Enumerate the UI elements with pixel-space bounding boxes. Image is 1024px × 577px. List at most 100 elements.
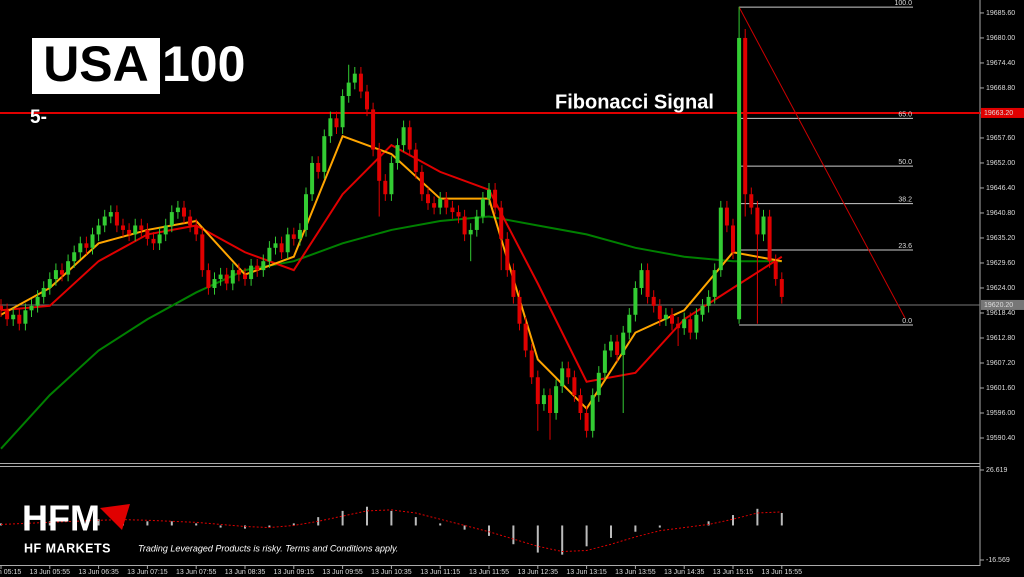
candle-body — [200, 234, 205, 271]
candle-body — [236, 270, 241, 275]
candle-body — [487, 189, 491, 199]
candle-body — [676, 323, 681, 329]
candle-body — [188, 216, 193, 226]
candle-body — [462, 216, 467, 235]
candle-body — [175, 207, 180, 213]
candle-body — [413, 149, 418, 172]
candle-body — [224, 274, 229, 284]
y-tick-label: 19590.40 — [986, 435, 1015, 442]
y-tick-label: 19640.80 — [986, 210, 1015, 217]
y-tick-label: 19674.40 — [986, 60, 1015, 67]
y-tick-label: 19607.20 — [986, 360, 1015, 367]
candle-body — [261, 261, 266, 271]
brand-mark — [100, 504, 130, 530]
price-label: 19663.20 — [984, 110, 1013, 117]
candle-body — [474, 216, 479, 230]
candle-body — [273, 243, 278, 248]
candle-body — [102, 216, 107, 226]
y-tick-label: 19596.00 — [986, 410, 1015, 417]
candle-body — [682, 319, 687, 329]
candle-body — [590, 395, 595, 431]
candle-body — [670, 314, 674, 324]
candle-body — [133, 225, 138, 235]
candle-body — [145, 229, 150, 239]
candle-body — [517, 296, 522, 324]
logo-text: USA — [43, 36, 149, 92]
candle-body — [47, 279, 52, 288]
candle-body — [23, 310, 28, 324]
candle-body — [596, 372, 601, 396]
x-tick-label: 13 Jun 06:35 — [78, 569, 119, 576]
candle-body — [450, 207, 455, 213]
candle-body — [743, 37, 748, 195]
candle-body — [41, 287, 46, 297]
candle-body — [761, 216, 766, 235]
candle-body — [35, 296, 40, 306]
signal-line — [0, 509, 782, 553]
candle-body — [157, 234, 162, 244]
candle-body — [548, 395, 552, 413]
candle-body — [121, 225, 125, 230]
candle-body — [358, 73, 363, 92]
candle-body — [328, 118, 333, 137]
candle-body — [633, 287, 638, 315]
candle-body — [609, 341, 613, 351]
x-tick-label: 13 Jun 11:15 — [420, 569, 460, 576]
x-tick-label: 13 Jun 11:55 — [469, 569, 509, 576]
candle-body — [334, 118, 339, 128]
candle-body — [657, 305, 662, 320]
candle-body — [554, 386, 559, 413]
candle-body — [712, 270, 717, 297]
moving-average — [0, 143, 783, 383]
candle-body — [407, 127, 412, 150]
candle-body — [29, 305, 34, 311]
candle-body — [572, 377, 577, 396]
fib-label: 65.0 — [898, 111, 912, 118]
moving-average — [0, 134, 782, 411]
candle-body — [169, 212, 174, 226]
candle-body — [389, 162, 394, 195]
candle-body — [773, 261, 778, 280]
x-tick-label: 13 Jun 09:15 — [274, 569, 315, 576]
candle-body — [529, 350, 534, 378]
brand-name: HF MARKETS — [24, 541, 111, 555]
candle-body — [255, 265, 260, 271]
candle-body — [755, 207, 760, 235]
candle-body — [243, 274, 247, 280]
candle-body — [66, 261, 71, 275]
candle-body — [249, 265, 254, 280]
candle-body — [499, 207, 504, 239]
x-tick-label: 13 Jun 08:35 — [225, 569, 266, 576]
fib-label: 100.0 — [894, 0, 912, 7]
y-tick-label: 19657.60 — [986, 135, 1015, 142]
candle-body — [371, 109, 376, 150]
y-tick-label: 19612.80 — [986, 335, 1015, 342]
x-tick-label: 13 Jun 14:35 — [664, 569, 705, 576]
candle-body — [560, 368, 565, 387]
fib-label: 23.6 — [898, 243, 912, 250]
candle-body — [694, 314, 699, 333]
x-tick-label: 13 Jun 13:55 — [615, 569, 656, 576]
candle-body — [480, 198, 485, 217]
y-tick-label: 19635.20 — [986, 235, 1015, 242]
x-tick-label: 13 Jun 15:55 — [762, 569, 803, 576]
candle-body — [127, 229, 132, 235]
candle-body — [96, 225, 101, 235]
candle-body — [767, 216, 772, 262]
candle-body — [212, 279, 217, 288]
price-label: 19620.20 — [984, 302, 1013, 309]
candle-body — [615, 341, 620, 355]
candle-body — [438, 198, 443, 208]
moving-average — [0, 215, 782, 450]
candle-body — [706, 296, 711, 306]
candle-body — [456, 212, 461, 217]
candle-body — [584, 412, 589, 431]
y-tick-label: 19618.40 — [986, 310, 1015, 317]
candle-body — [108, 212, 113, 217]
candle-body — [84, 243, 89, 248]
candle-body — [297, 229, 302, 239]
candle-body — [523, 323, 528, 351]
candle-body — [182, 207, 186, 217]
candle-body — [78, 243, 83, 253]
candle-body — [60, 270, 64, 275]
